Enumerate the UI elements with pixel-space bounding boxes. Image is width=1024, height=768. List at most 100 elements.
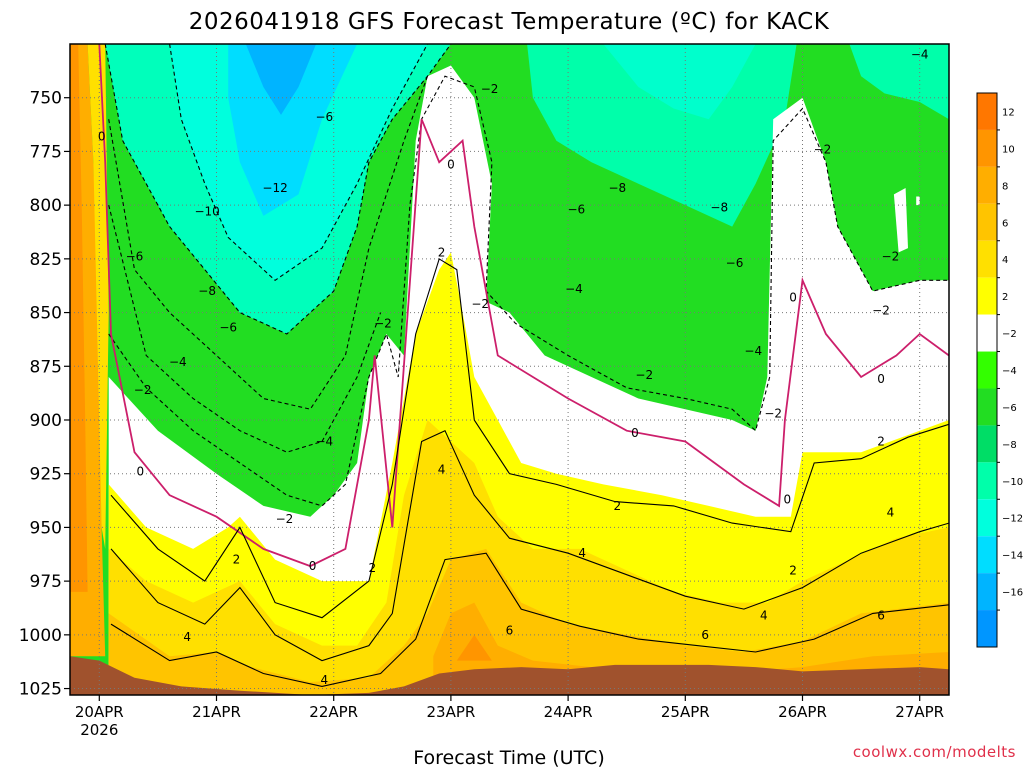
y-tick-label: 975 bbox=[30, 572, 62, 592]
contour-minus10 bbox=[169, 44, 428, 282]
contour-zero bbox=[98, 44, 949, 568]
contour-label: 2 bbox=[438, 245, 446, 259]
x-tick-label: 24APR bbox=[544, 703, 593, 721]
contour-label: −2 bbox=[481, 82, 499, 96]
contour-label: −6 bbox=[219, 321, 237, 335]
contour-label: 0 bbox=[877, 372, 885, 386]
fill-minus12-aloft bbox=[228, 44, 358, 216]
contour-label: −12 bbox=[262, 181, 287, 195]
colorbar-swatch bbox=[977, 388, 997, 426]
fill-zero-island-small bbox=[916, 196, 920, 206]
x-tick-label: 23APR bbox=[426, 703, 475, 721]
colorbar: 12 10 8 6 4 2 −2 −4 −6 −8 −10 −12 −14 −16 bbox=[976, 92, 1023, 648]
colorbar-swatch bbox=[977, 240, 997, 278]
colorbar-swatch bbox=[977, 277, 997, 315]
contour-label: 2 bbox=[789, 563, 797, 577]
y-tick-label: 1025 bbox=[19, 680, 62, 700]
contour-label: 2 bbox=[614, 499, 622, 513]
fill-minus10-aloft-2 bbox=[603, 44, 756, 120]
contour-label: −2 bbox=[764, 407, 782, 421]
contour-minus2 bbox=[108, 75, 949, 507]
fill-zero-island bbox=[893, 188, 908, 253]
colorbar-label: 8 bbox=[1002, 181, 1008, 192]
fill-plus2-band bbox=[108, 252, 949, 695]
colorbar-label: 2 bbox=[1002, 292, 1008, 303]
contour-label: −2 bbox=[882, 250, 900, 264]
colorbar-swatch bbox=[977, 499, 997, 537]
contour-label: −4 bbox=[565, 282, 583, 296]
contour-layer bbox=[98, 44, 949, 687]
contour-label: −2 bbox=[276, 512, 294, 526]
y-tick-label: 825 bbox=[30, 250, 62, 270]
plot-area: 0 −2 0 −6 −4 −8 −10 −6 −12 −6 −4 −2 2 0 2 4 4 −2 2 4 0 −2 −2 6 −… bbox=[70, 44, 949, 695]
contour-label: −8 bbox=[198, 284, 216, 298]
colorbar-swatch bbox=[977, 573, 997, 611]
x-tick-label: 25APR bbox=[661, 703, 710, 721]
y-tick-label: 900 bbox=[30, 411, 62, 431]
colorbar-label: −10 bbox=[1002, 477, 1023, 488]
contour-label: −4 bbox=[315, 434, 333, 448]
x-tick-label: 26APR bbox=[778, 703, 827, 721]
contour-label: −6 bbox=[315, 110, 333, 124]
chart-title: 2026041918 GFS Forecast Temperature (ºC)… bbox=[189, 9, 830, 35]
contour-label: −6 bbox=[567, 202, 585, 216]
contour-minus6 bbox=[108, 76, 429, 410]
x-tick-sublabel: 2026 bbox=[80, 721, 118, 739]
contour-minus4 bbox=[108, 204, 382, 453]
y-tick-label: 925 bbox=[30, 465, 62, 485]
y-tick-label: 800 bbox=[30, 196, 62, 216]
x-tick-label: 20APR bbox=[75, 703, 124, 721]
contour-label: 6 bbox=[877, 609, 885, 623]
contour-plus4 bbox=[110, 429, 949, 662]
contour-label: −2 bbox=[635, 368, 653, 382]
contour-label: −8 bbox=[608, 181, 626, 195]
contour-label: 0 bbox=[631, 426, 639, 440]
colorbar-label: 10 bbox=[1002, 144, 1015, 155]
colorbar-swatch bbox=[977, 536, 997, 574]
x-tick-label: 27APR bbox=[895, 703, 944, 721]
x-axis-label: Forecast Time (UTC) bbox=[413, 747, 604, 768]
colorbar-swatch bbox=[977, 129, 997, 167]
contour-label: −8 bbox=[710, 200, 728, 214]
colorbar-swatch bbox=[977, 93, 997, 130]
contour-label: 4 bbox=[321, 673, 329, 687]
colorbar-swatch bbox=[977, 425, 997, 463]
contour-minus8 bbox=[104, 44, 452, 335]
colorbar-swatch bbox=[977, 610, 997, 647]
x-tick-label: 22APR bbox=[309, 703, 358, 721]
y-tick-label: 750 bbox=[30, 89, 62, 109]
y-tick-label: 850 bbox=[30, 304, 62, 324]
contour-label: 2 bbox=[233, 553, 241, 567]
contour-label: 4 bbox=[578, 546, 586, 560]
contour-label: −2 bbox=[872, 303, 890, 317]
contour-label: 4 bbox=[887, 505, 895, 519]
colorbar-label: 12 bbox=[1002, 107, 1015, 118]
colorbar-label: −2 bbox=[1002, 329, 1017, 340]
colorbar-label: 4 bbox=[1002, 255, 1008, 266]
contour-label: 2 bbox=[877, 434, 885, 448]
y-tick-label: 1000 bbox=[19, 626, 62, 646]
contour-label: −2 bbox=[814, 142, 832, 156]
contour-label: 6 bbox=[701, 628, 709, 642]
colorbar-label: 6 bbox=[1002, 218, 1008, 229]
contour-label: 0 bbox=[789, 291, 797, 305]
y-tick-label: 775 bbox=[30, 142, 62, 162]
terrain-below-ground bbox=[70, 656, 949, 695]
contour-label: −10 bbox=[194, 205, 219, 219]
colorbar-swatch bbox=[977, 351, 997, 389]
contour-label: 2 bbox=[369, 561, 377, 575]
contour-label: 0 bbox=[309, 559, 317, 573]
contour-plus2 bbox=[110, 258, 949, 619]
credit-text: coolwx.com/modelts bbox=[853, 743, 1016, 761]
fill-plus4-band bbox=[108, 420, 949, 695]
colorbar-swatch bbox=[977, 203, 997, 241]
contour-label: 4 bbox=[760, 609, 768, 623]
colorbar-frame bbox=[976, 92, 998, 648]
fill-left-band bbox=[87, 44, 109, 549]
contour-label: −2 bbox=[471, 297, 489, 311]
y-tick-label: 875 bbox=[30, 357, 62, 377]
colorbar-swatch bbox=[977, 462, 997, 500]
grid-layer bbox=[70, 44, 949, 695]
colorbar-label: −8 bbox=[1002, 440, 1017, 451]
